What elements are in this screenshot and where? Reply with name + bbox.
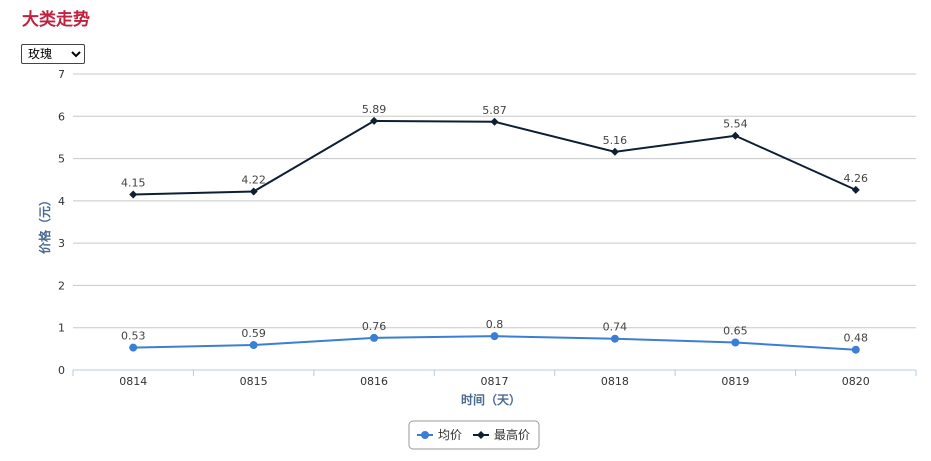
data-label: 0.74 [603,321,628,334]
y-tick-label: 7 [58,68,65,81]
data-point[interactable] [490,117,499,126]
x-tick-label: 0814 [119,375,147,388]
data-point[interactable] [731,338,740,347]
y-tick-label: 2 [58,279,65,292]
y-tick-label: 0 [58,364,65,377]
data-point[interactable] [129,190,138,199]
data-labels: 0.53 0.59 0.76 0.8 0.74 0.65 0.48 4.15 4.22 5.89 5… [121,103,868,345]
data-label: 5.87 [482,104,507,117]
data-point[interactable] [851,345,860,354]
data-point[interactable] [370,333,379,342]
data-point[interactable] [129,343,138,352]
legend-swatch-circle-icon [421,431,429,439]
data-label: 0.76 [362,320,387,333]
legend-label: 最高价 [494,427,530,442]
legend-swatch-diamond-icon [477,431,485,439]
x-tick-label: 0815 [240,375,268,388]
y-tick-label: 4 [58,195,65,208]
data-point[interactable] [249,187,258,196]
data-point[interactable] [249,341,258,350]
legend-item-series-1[interactable]: 均价 [417,428,462,442]
data-label: 5.89 [362,103,387,116]
y-tick-label: 6 [58,110,65,123]
data-label: 4.22 [241,174,266,187]
y-tick-label: 5 [58,153,65,166]
grid-lines [73,73,916,329]
data-point[interactable] [731,131,740,140]
data-label: 0.59 [241,327,266,340]
category-select[interactable]: 玫瑰 [21,44,85,64]
x-tick-label: 0818 [601,375,629,388]
data-point[interactable] [610,147,619,156]
data-label: 0.8 [486,318,504,331]
legend-label: 均价 [438,428,462,442]
data-label: 5.54 [723,118,748,131]
data-label: 0.48 [844,332,869,345]
data-label: 0.65 [723,325,748,338]
data-point[interactable] [610,334,619,343]
data-label: 4.26 [844,172,869,185]
data-point[interactable] [370,116,379,125]
data-point[interactable] [490,332,499,341]
x-tick-label: 0817 [481,375,509,388]
x-tick-label: 0816 [360,375,388,388]
x-axis-title: 时间（天） [461,392,521,407]
y-tick-label: 1 [58,322,65,335]
page-title: 大类走势 [22,10,90,30]
series-layer [129,116,860,354]
y-tick-label: 3 [58,237,65,250]
data-point[interactable] [851,185,860,194]
data-label: 0.53 [121,330,146,343]
y-axis-title: 价格（元） [37,194,52,254]
data-label: 4.15 [121,177,146,190]
data-label: 5.16 [603,134,628,147]
legend-item-series-2[interactable]: 最高价 [473,427,530,442]
legend: 均价 最高价 [408,420,540,450]
axes: 0 1 2 3 4 5 6 7 0814 0815 0816 0817 0818 0819 0820 [58,68,917,388]
x-tick-label: 0819 [721,375,749,388]
x-tick-label: 0820 [842,375,870,388]
